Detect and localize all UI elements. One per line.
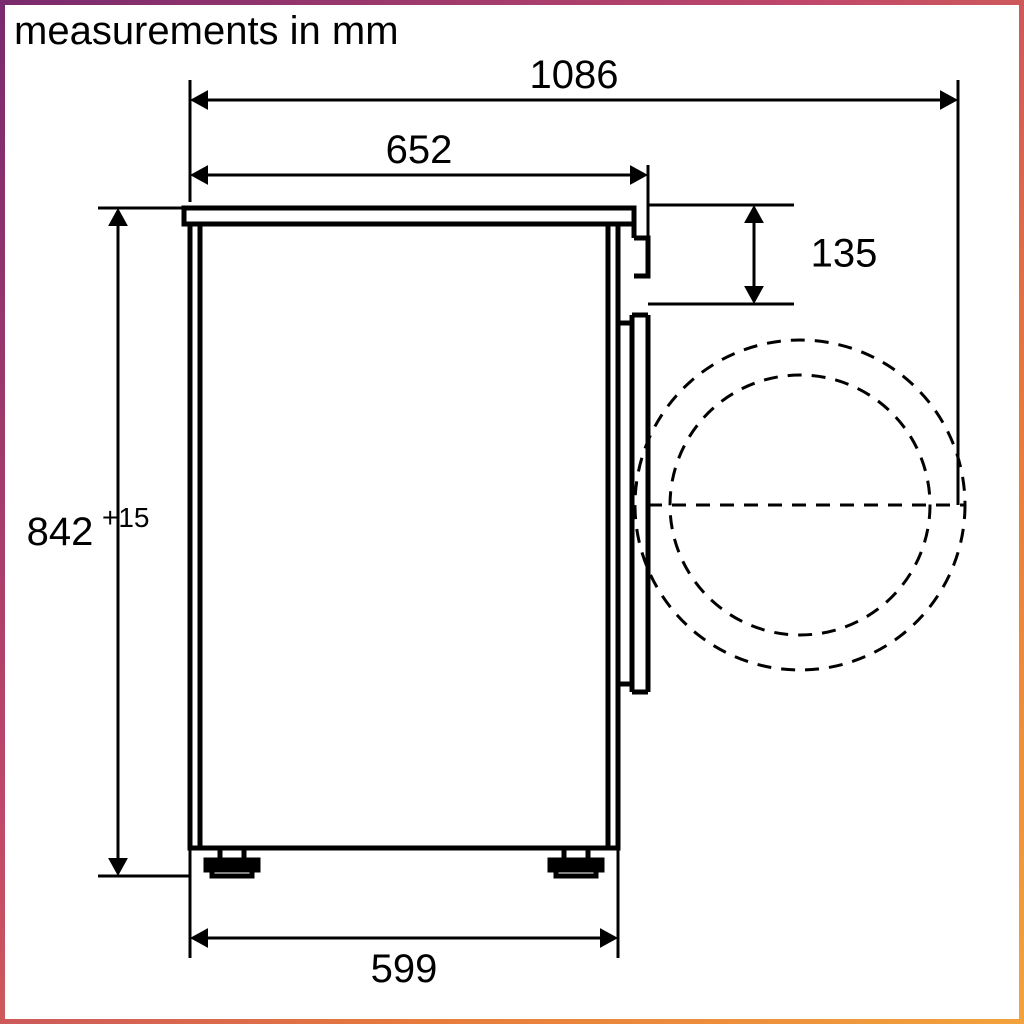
diagram-frame: 1086652135842+15599measurements in mm [0,0,1024,1024]
gradient-border [0,0,1024,1024]
